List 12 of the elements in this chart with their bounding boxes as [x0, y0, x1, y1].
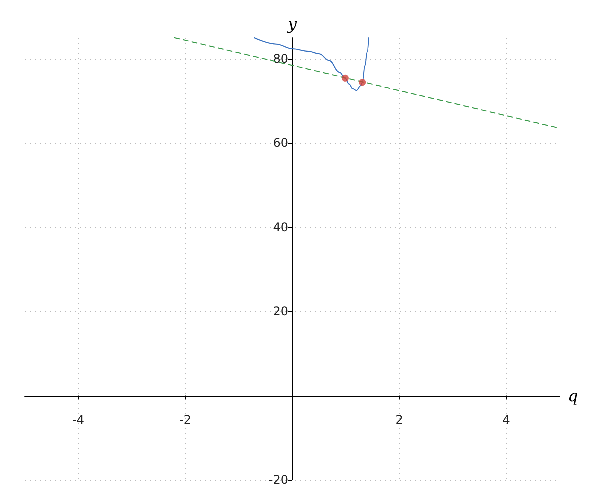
x-tick-label: -4 — [72, 412, 84, 427]
y-tick-label: 60 — [273, 136, 288, 150]
x-tick-label: 2 — [396, 412, 404, 427]
x-tick-label: -2 — [180, 412, 192, 427]
y-tick-label: 40 — [273, 220, 288, 234]
x-tick-label: 4 — [502, 412, 510, 427]
y-tick-label: 80 — [273, 52, 288, 66]
y-tick-label: 20 — [273, 304, 288, 319]
line-series — [254, 38, 370, 92]
y-axis-title: y — [286, 14, 298, 34]
x-axis-title: q — [568, 386, 578, 406]
y-tick-label: -20 — [268, 473, 288, 487]
